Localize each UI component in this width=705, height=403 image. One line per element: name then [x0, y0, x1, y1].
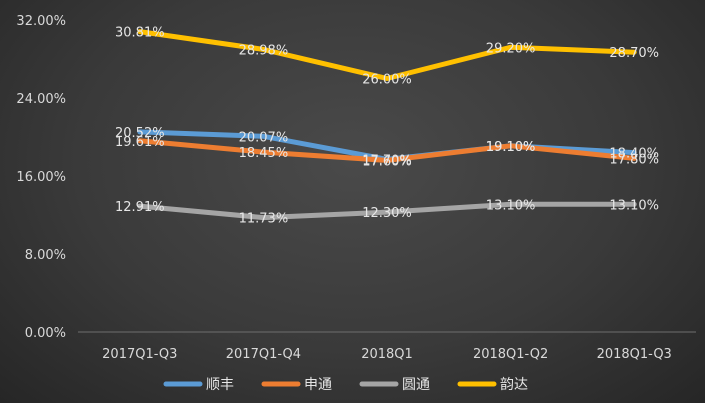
legend: 顺丰 申通 圆通 韵达 [163, 377, 528, 393]
series-line-3 [137, 29, 637, 81]
data-label: 18.45% [239, 146, 289, 161]
data-label: 11.73% [239, 212, 289, 227]
data-label: 12.30% [362, 206, 412, 221]
data-labels: 20.52% 20.07% 17.70% 19.10% 18.40% 19.61% 18.4… [115, 26, 659, 227]
y-axis-ticks: 0.00% 8.00% 16.00% 24.00% 32.00% [16, 14, 66, 341]
data-label: 18.40% [609, 147, 659, 162]
x-tick-label: 2018Q1-Q2 [473, 347, 548, 362]
data-label: 20.07% [239, 130, 289, 145]
series-lines [137, 29, 637, 221]
y-tick-label: 16.00% [16, 170, 66, 185]
y-tick-label: 24.00% [16, 92, 66, 107]
y-tick-label: 32.00% [16, 14, 66, 29]
y-tick-label: 8.00% [25, 248, 66, 263]
data-label: 13.10% [609, 198, 659, 213]
x-axis-ticks: 2017Q1-Q3 2017Q1-Q4 2018Q1 2018Q1-Q2 2018Q1-… [102, 347, 672, 362]
data-label: 20.52% [115, 126, 165, 141]
data-label: 17.80% [609, 152, 659, 167]
legend-label: 韵达 [500, 377, 528, 393]
data-label: 17.60% [362, 154, 412, 169]
data-label: 19.10% [486, 140, 536, 155]
legend-label: 申通 [304, 377, 332, 393]
data-label: 30.81% [115, 26, 165, 41]
legend-label: 顺丰 [206, 377, 234, 393]
series-line-1 [137, 138, 637, 163]
data-label: 28.98% [239, 43, 289, 58]
data-label: 12.91% [115, 200, 165, 215]
data-label: 26.00% [362, 73, 412, 88]
data-label: 17.70% [362, 153, 412, 168]
x-tick-label: 2017Q1-Q3 [102, 347, 177, 362]
x-tick-label: 2018Q1-Q3 [597, 347, 672, 362]
data-label: 13.10% [486, 198, 536, 213]
data-label: 19.61% [115, 135, 165, 150]
data-label: 28.70% [609, 46, 659, 61]
legend-label: 圆通 [402, 377, 430, 393]
series-line-2 [137, 201, 637, 221]
y-tick-label: 0.00% [25, 326, 66, 341]
data-label: 29.20% [486, 41, 536, 56]
x-tick-label: 2018Q1 [361, 347, 413, 362]
x-tick-label: 2017Q1-Q4 [226, 347, 301, 362]
data-label: 19.10% [486, 140, 536, 155]
